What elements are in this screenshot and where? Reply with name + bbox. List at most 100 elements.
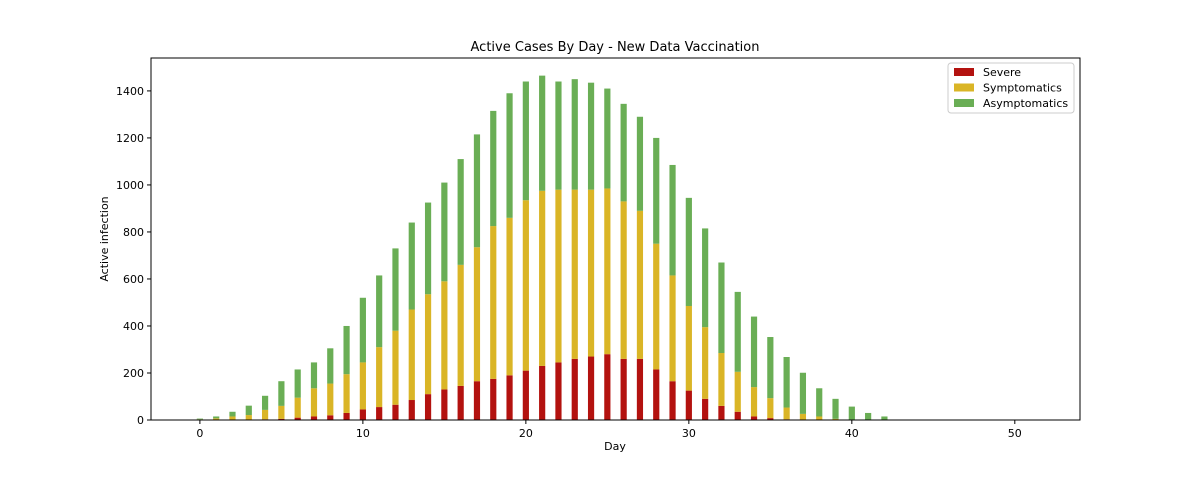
bar-severe-day-30 (685, 390, 692, 420)
bar-symptomatics-day-25 (604, 188, 611, 355)
bar-asymptomatics-day-21 (539, 75, 546, 191)
bar-asymptomatics-day-41 (865, 412, 872, 420)
bar-severe-day-11 (376, 407, 383, 420)
bar-symptomatics-day-30 (685, 305, 692, 391)
bar-asymptomatics-day-15 (441, 182, 448, 282)
bar-severe-day-7 (310, 416, 318, 420)
bar-asymptomatics-day-14 (424, 202, 432, 295)
legend-swatch-severe (954, 68, 974, 76)
bar-asymptomatics-day-33 (734, 291, 741, 372)
x-tick-label: 40 (845, 427, 859, 440)
bar-severe-day-12 (392, 404, 399, 420)
bar-asymptomatics-day-37 (799, 372, 807, 414)
bar-symptomatics-day-39 (832, 418, 839, 420)
bar-symptomatics-day-3 (245, 415, 252, 420)
bar-asymptomatics-day-42 (881, 416, 888, 420)
bar-symptomatics-day-37 (799, 413, 807, 420)
x-axis-label: Day (604, 440, 626, 453)
bar-symptomatics-day-20 (522, 200, 529, 371)
bar-asymptomatics-day-29 (669, 164, 676, 276)
bar-asymptomatics-day-13 (408, 222, 415, 310)
y-tick-label: 1400 (116, 85, 144, 98)
bar-asymptomatics-day-30 (685, 197, 692, 306)
legend-swatch-asymptomatics (954, 99, 974, 107)
bar-severe-day-34 (750, 416, 758, 420)
bar-asymptomatics-day-1 (213, 416, 220, 419)
bar-asymptomatics-day-10 (359, 297, 366, 363)
bar-symptomatics-day-16 (457, 264, 464, 386)
bar-symptomatics-day-6 (294, 397, 301, 418)
chart-title: Active Cases By Day - New Data Vaccinati… (471, 40, 760, 55)
bar-severe-day-26 (620, 358, 627, 420)
bar-asymptomatics-day-6 (294, 369, 301, 398)
bar-symptomatics-day-18 (490, 226, 497, 379)
legend-swatch-symptomatics (954, 83, 974, 92)
y-axis: 0 200 400 600 800 1000 1200 1400 (116, 85, 151, 427)
bar-asymptomatics-day-8 (327, 348, 334, 384)
x-tick-label: 30 (682, 427, 696, 440)
bar-symptomatics-day-12 (392, 330, 399, 405)
bar-severe-day-10 (359, 409, 366, 420)
bar-symptomatics-day-26 (620, 201, 627, 359)
bar-asymptomatics-day-27 (636, 116, 644, 211)
bar-severe-day-31 (702, 398, 709, 420)
bar-symptomatics-day-13 (408, 309, 415, 401)
bar-symptomatics-day-8 (327, 383, 334, 416)
bar-severe-day-15 (441, 389, 448, 420)
bar-asymptomatics-day-5 (278, 381, 285, 406)
bar-severe-day-9 (343, 412, 350, 420)
bar-asymptomatics-day-35 (767, 337, 774, 399)
y-tick-label: 200 (123, 367, 144, 380)
bar-symptomatics-day-23 (571, 189, 578, 359)
bar-asymptomatics-day-31 (702, 228, 709, 328)
bar-severe-day-17 (473, 381, 481, 420)
bar-severe-day-14 (424, 394, 432, 420)
bar-symptomatics-day-5 (278, 405, 285, 419)
bar-severe-day-8 (327, 415, 334, 420)
bar-asymptomatics-day-28 (653, 137, 660, 244)
bar-asymptomatics-day-19 (506, 93, 513, 218)
bar-asymptomatics-day-25 (604, 88, 611, 189)
y-tick-label: 600 (123, 273, 144, 286)
bar-severe-day-16 (457, 385, 464, 420)
bar-asymptomatics-day-16 (457, 159, 464, 265)
bar-symptomatics-day-27 (636, 210, 644, 359)
bar-symptomatics-day-36 (783, 407, 790, 420)
bar-symptomatics-day-21 (539, 190, 546, 366)
bar-symptomatics-day-38 (816, 416, 823, 420)
legend-label-severe: Severe (983, 66, 1021, 79)
bar-symptomatics-day-28 (653, 243, 660, 370)
bar-symptomatics-day-2 (229, 416, 236, 420)
legend: Severe Symptomatics Asymptomatics (947, 62, 1075, 114)
bar-severe-day-19 (506, 375, 513, 420)
bar-severe-day-32 (718, 405, 725, 420)
y-tick-label: 800 (123, 226, 144, 239)
bar-severe-day-6 (294, 417, 301, 420)
bar-asymptomatics-day-18 (490, 110, 497, 227)
bar-severe-day-29 (669, 381, 676, 420)
bar-severe-day-23 (571, 358, 578, 420)
bar-asymptomatics-day-12 (392, 248, 399, 331)
bar-severe-day-35 (767, 418, 774, 420)
bar-symptomatics-day-17 (473, 247, 481, 382)
y-tick-label: 1000 (116, 179, 144, 192)
bar-severe-day-25 (604, 354, 611, 420)
bar-asymptomatics-day-34 (750, 316, 758, 388)
bar-asymptomatics-day-23 (571, 79, 578, 190)
bar-asymptomatics-day-9 (343, 325, 350, 375)
y-tick-label: 400 (123, 320, 144, 333)
bar-asymptomatics-day-26 (620, 103, 627, 202)
bar-severe-day-28 (653, 369, 660, 420)
legend-box (947, 62, 1075, 114)
y-tick-label: 0 (137, 414, 144, 427)
bar-symptomatics-day-35 (767, 398, 774, 419)
bar-symptomatics-day-29 (669, 275, 676, 382)
bar-symptomatics-day-4 (261, 409, 269, 420)
bar-severe-day-22 (555, 362, 562, 420)
bar-asymptomatics-day-11 (376, 275, 383, 348)
bar-symptomatics-day-19 (506, 217, 513, 376)
bar-symptomatics-day-34 (750, 387, 758, 417)
bar-asymptomatics-day-40 (848, 406, 855, 420)
bar-asymptomatics-day-24 (587, 82, 595, 190)
